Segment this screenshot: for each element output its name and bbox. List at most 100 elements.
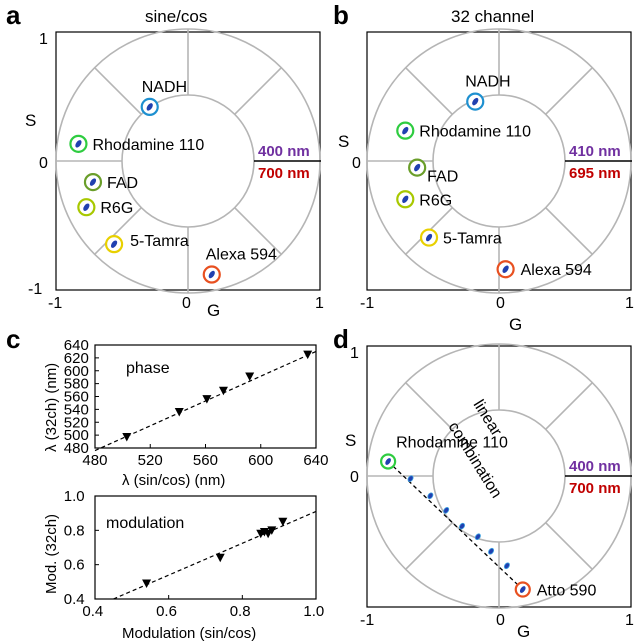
panel-a-xlabel: G bbox=[207, 301, 220, 320]
panel-d-ytick-zero: 0 bbox=[350, 469, 359, 486]
d-mixture-point bbox=[459, 522, 466, 530]
a-point-rhodamine-110 bbox=[75, 140, 82, 148]
panel-c-top-inset: phase bbox=[126, 360, 170, 377]
panel-d-plot-area: 400 nm 700 nm Rhodamine 110 Atto 590 bbox=[366, 343, 632, 609]
a-wavelength-top: 400 nm bbox=[258, 143, 310, 160]
d-point-rhodamine-110 bbox=[385, 458, 391, 465]
panel-a-xtick-left: -1 bbox=[48, 295, 62, 312]
c-top-point bbox=[174, 407, 184, 417]
b-point-rhodamine-110 bbox=[402, 126, 409, 135]
c-top-xtick-label: 600 bbox=[248, 452, 273, 469]
d-spoke-45 bbox=[545, 382, 593, 430]
panel-c: c 480 520 560 600 64048050052054056058060062… bbox=[6, 324, 328, 642]
panel-d-xtick-zero: 0 bbox=[496, 612, 505, 629]
c-top-point bbox=[245, 372, 255, 382]
b-spoke-315 bbox=[545, 207, 593, 255]
c-bottom-xtick-label: 0.4 bbox=[82, 603, 103, 620]
panel-d-xtick-left: -1 bbox=[360, 612, 374, 629]
d-spoke-225 bbox=[405, 522, 453, 570]
b-point-alexa-594 bbox=[502, 265, 509, 273]
c-top-xtick-label: 640 bbox=[303, 452, 328, 469]
b-wavelength-top: 410 nm bbox=[569, 143, 621, 160]
c-bottom-point bbox=[142, 579, 152, 589]
a-spoke-315 bbox=[234, 207, 282, 255]
b-point-5-tamra bbox=[425, 233, 433, 242]
panel-d-ytick-top: 1 bbox=[350, 345, 359, 362]
a-point-alexa-594 bbox=[208, 270, 215, 279]
a-point-5-tamra bbox=[110, 240, 118, 248]
b-inner-circle bbox=[432, 94, 566, 228]
b-wavelength-bottom: 695 nm bbox=[569, 165, 621, 182]
c-top-point bbox=[202, 395, 212, 404]
d-spoke-135 bbox=[405, 382, 453, 430]
panel-b-ytick-zero: 0 bbox=[352, 155, 361, 172]
c-top-ytick-label: 580 bbox=[64, 376, 89, 393]
a-label-rhodamine-110: Rhodamine 110 bbox=[92, 137, 204, 154]
b-point-fad bbox=[414, 163, 421, 172]
a-wavelength-bottom: 700 nm bbox=[258, 165, 310, 182]
panel-a-ytick-bottom: -1 bbox=[28, 281, 42, 298]
c-top-ytick-label: 480 bbox=[64, 440, 89, 457]
panel-b-ylabel: S bbox=[338, 132, 349, 151]
c-bottom-xtick-label: 0.6 bbox=[156, 603, 177, 620]
panel-b-xtick-left: -1 bbox=[360, 295, 374, 312]
panel-a-ytick-zero: 0 bbox=[39, 155, 48, 172]
c-bottom-ytick-label: 0.6 bbox=[64, 557, 85, 574]
panel-c-letter: c bbox=[6, 324, 20, 354]
panel-c-top-xlabel: λ (sin/cos) (nm) bbox=[122, 472, 225, 489]
a-label-5-tamra: 5-Tamra bbox=[130, 233, 189, 250]
c-bottom-ytick-label: 1.0 bbox=[64, 488, 85, 505]
c-top-ytick-label: 640 bbox=[64, 337, 89, 354]
c-top-xtick-label: 560 bbox=[193, 452, 218, 469]
c-bottom-xtick-label: 0.8 bbox=[230, 603, 251, 620]
c-bottom-point bbox=[215, 553, 225, 563]
a-spoke-135 bbox=[94, 67, 142, 115]
a-label-alexa-594: Alexa 594 bbox=[206, 247, 277, 264]
d-mixture-point bbox=[503, 562, 510, 570]
d-mixture-point bbox=[407, 475, 414, 482]
a-point-fad bbox=[89, 178, 97, 186]
panel-a-letter: a bbox=[6, 0, 21, 30]
panel-a-ytick-top: 1 bbox=[39, 31, 48, 48]
c-top-ytick-label: 560 bbox=[64, 389, 89, 406]
a-label-r6g: R6G bbox=[100, 200, 133, 217]
d-mixing-line bbox=[387, 461, 524, 590]
panel-b-plot-area: 410 nm 695 nm NADH Rhodamine 110 FAD R6G 5-Tam… bbox=[366, 28, 632, 294]
a-label-nadh: NADH bbox=[142, 79, 187, 96]
panel-b-title: 32 channel bbox=[451, 7, 534, 26]
c-top-ytick-label: 520 bbox=[64, 414, 89, 431]
panel-a: a sine/cos 400 nm 700 nm NADH Rhodamine 110… bbox=[6, 0, 324, 320]
c-top-ytick-label: 620 bbox=[64, 350, 89, 367]
a-spoke-225 bbox=[94, 207, 142, 255]
panel-d-ylabel: S bbox=[345, 431, 356, 450]
b-spoke-135 bbox=[405, 67, 453, 115]
d-label-rhodamine-110: Rhodamine 110 bbox=[396, 434, 508, 451]
panel-b-xlabel: G bbox=[509, 315, 522, 334]
c-top-fit-line bbox=[94, 350, 317, 452]
d-spoke-315 bbox=[545, 522, 593, 570]
a-label-fad: FAD bbox=[107, 175, 138, 192]
c-top-ytick-label: 540 bbox=[64, 401, 89, 418]
a-point-nadh bbox=[146, 103, 153, 111]
panel-a-ylabel: S bbox=[25, 111, 36, 130]
d-point-atto-590 bbox=[519, 586, 526, 593]
d-mixture-point bbox=[443, 507, 450, 514]
panel-a-xtick-right: 1 bbox=[315, 295, 324, 312]
panel-c-top-ylabel: λ (32ch) (nm) bbox=[43, 363, 60, 452]
d-mixture-point bbox=[488, 547, 495, 555]
panel-c-bottom-ylabel: Mod. (32ch) bbox=[43, 514, 60, 594]
c-bottom-point bbox=[278, 517, 288, 527]
panel-a-plot-area: 400 nm 700 nm NADH Rhodamine 110 FAD R6G 5-Tam… bbox=[55, 28, 321, 294]
d-mixture-point bbox=[474, 533, 481, 541]
panel-b-letter: b bbox=[333, 0, 349, 30]
panel-a-xtick-zero: 0 bbox=[182, 295, 191, 312]
c-top-ytick-label: 600 bbox=[64, 363, 89, 380]
b-point-nadh bbox=[472, 97, 479, 106]
b-spoke-45 bbox=[545, 67, 593, 115]
c-bottom-point bbox=[267, 526, 277, 535]
panel-c-bottom-inset: modulation bbox=[106, 515, 184, 532]
c-top-xtick-label: 480 bbox=[82, 452, 107, 469]
d-wavelength-bottom: 700 nm bbox=[569, 480, 621, 497]
